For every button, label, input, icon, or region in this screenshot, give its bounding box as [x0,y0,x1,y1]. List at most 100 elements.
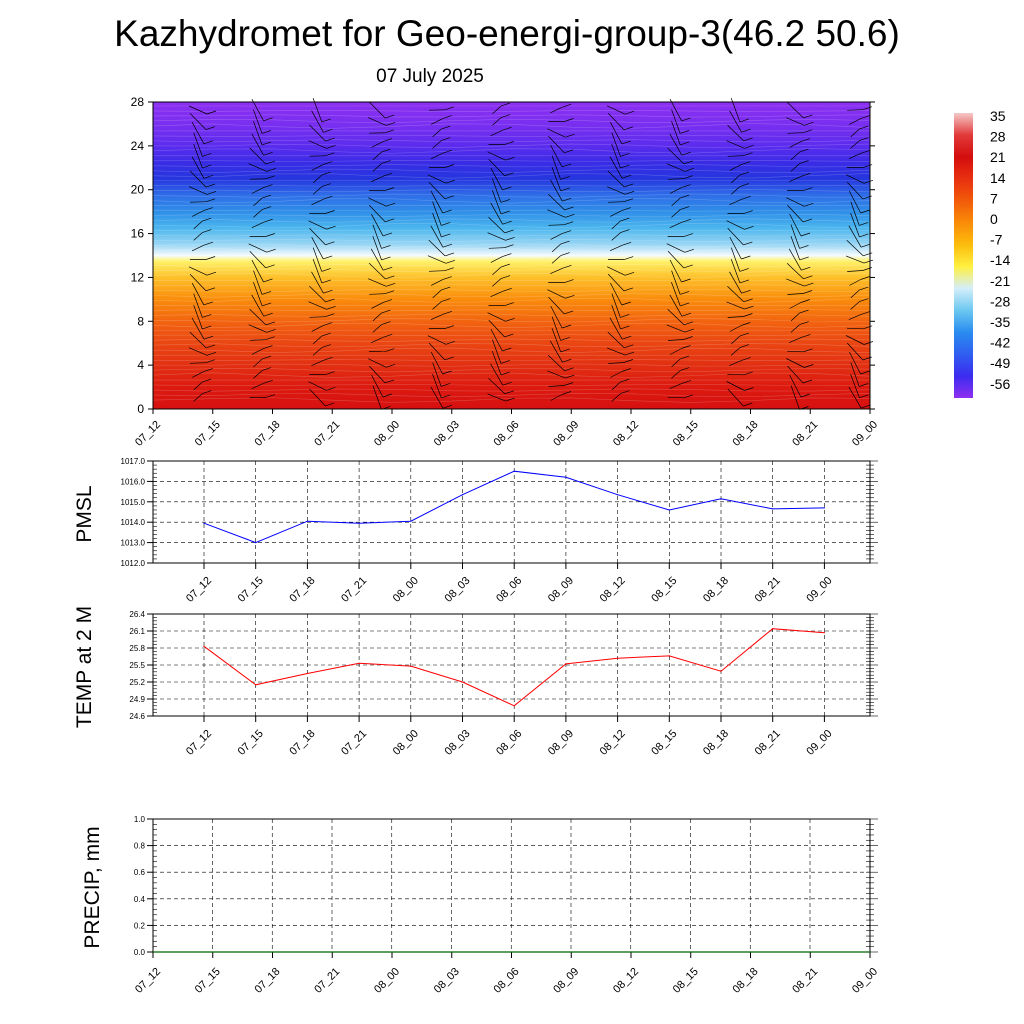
wind-barb [490,167,503,191]
wind-barb-flag [323,356,333,361]
wind-barb-flag [683,394,694,399]
y-tick-label: 0 [137,402,144,416]
wind-barb-flag [802,290,813,294]
wind-barb [312,186,323,195]
wind-barb-flag [739,268,749,272]
wind-barb [308,220,327,230]
wind-barb-flag [261,206,272,210]
isotherm-line [152,114,871,118]
x-tick-label: 08_18 [731,419,761,449]
y-tick-label: 1017.0 [121,457,146,466]
colorbar-label: -49 [990,355,1010,371]
wind-barb [730,186,741,195]
wind-barb [249,339,266,341]
page-subtitle: 07 July 2025 [376,66,484,87]
wind-barb [193,293,203,318]
wind-barb-flag [680,141,690,146]
wind-barb-flag [444,164,455,168]
wind-barb-flag [263,218,273,223]
wind-barb-flag [741,289,751,294]
wind-barb [368,197,387,207]
wind-barb [311,236,324,260]
wind-barb-flag [321,279,331,284]
wind-barb [193,304,203,330]
wind-barb-flag [860,276,870,280]
wind-barb-flag [859,125,869,130]
wind-barb [311,359,324,367]
wind-barb-flag [683,336,693,340]
y-tick-label: 0.0 [134,948,146,957]
wind-barb [490,290,503,298]
wind-barb [609,244,623,252]
wind-barb-flag [624,351,635,356]
isotherm-line [152,164,871,168]
isotherm-line [152,322,871,328]
wind-barb [606,347,626,356]
wind-barb-flag [325,313,335,318]
x-tick-label: 08_15 [649,728,679,758]
x-tick-label: 08_00 [391,728,421,758]
data-point [203,645,205,647]
wind-barb-flag [205,183,216,188]
wind-barb [488,247,505,249]
wind-barb [610,371,622,378]
data-point [306,672,308,675]
wind-barb-flag [505,156,515,161]
wind-barb-flag [444,106,455,111]
wind-barb-flag [323,322,333,326]
wind-barb-flag [441,222,451,226]
wind-barb-flag [505,317,515,322]
wind-barb [251,99,264,121]
wind-barb-flag [202,325,212,330]
wind-barb-flag [620,164,630,169]
wind-barb-flag [800,232,811,237]
wind-barb-flag [382,299,393,303]
wind-barb-flag [321,344,331,348]
wind-barb-flag [803,275,813,280]
data-point [358,662,360,664]
wind-barb [432,362,442,387]
wind-barb-flag [804,364,814,368]
wind-barb [311,271,324,294]
x-tick-label: 08_03 [443,575,473,605]
wind-barb [846,342,864,361]
wind-barb [370,248,384,271]
wind-barb-flag [203,140,214,145]
wind-barb-flag [265,175,275,180]
y-tick-label: 25.8 [129,644,145,653]
y-tick-label: 1014.0 [121,518,146,527]
wind-barb [491,350,502,376]
wind-barb [191,122,205,144]
wind-barb [251,133,264,156]
wind-barb [372,224,382,249]
wind-barb-flag [741,322,751,326]
isotherm-line [152,243,871,248]
wind-barb-flag [442,404,453,409]
wind-barb [491,189,502,215]
isotherm-line [152,218,871,223]
wind-barb [432,212,442,238]
data-point [410,665,412,667]
wind-barb [431,279,443,286]
wind-barb [669,187,682,194]
wind-barb-flag [325,402,335,407]
data-point [513,470,515,472]
isotherm-line [152,173,871,179]
wind-barb [790,312,800,322]
wind-barb-flag [739,171,749,176]
x-tick-label: 07_15 [236,575,266,605]
wind-barb-flag [561,163,572,168]
wind-barb [372,163,382,172]
y-tick-label: 28 [131,95,145,109]
x-tick-label: 08_21 [790,419,820,449]
wind-barb-flag [325,241,335,246]
wind-barb [670,348,682,355]
wind-barb-flag [800,138,811,142]
wind-barb-flag [681,151,691,156]
wind-barb-flag [859,222,869,226]
wind-barb-flag [442,149,452,154]
wind-barb [609,156,623,179]
wind-barb-flag [684,167,694,172]
wind-barb [248,243,267,253]
wind-barb [193,143,203,169]
